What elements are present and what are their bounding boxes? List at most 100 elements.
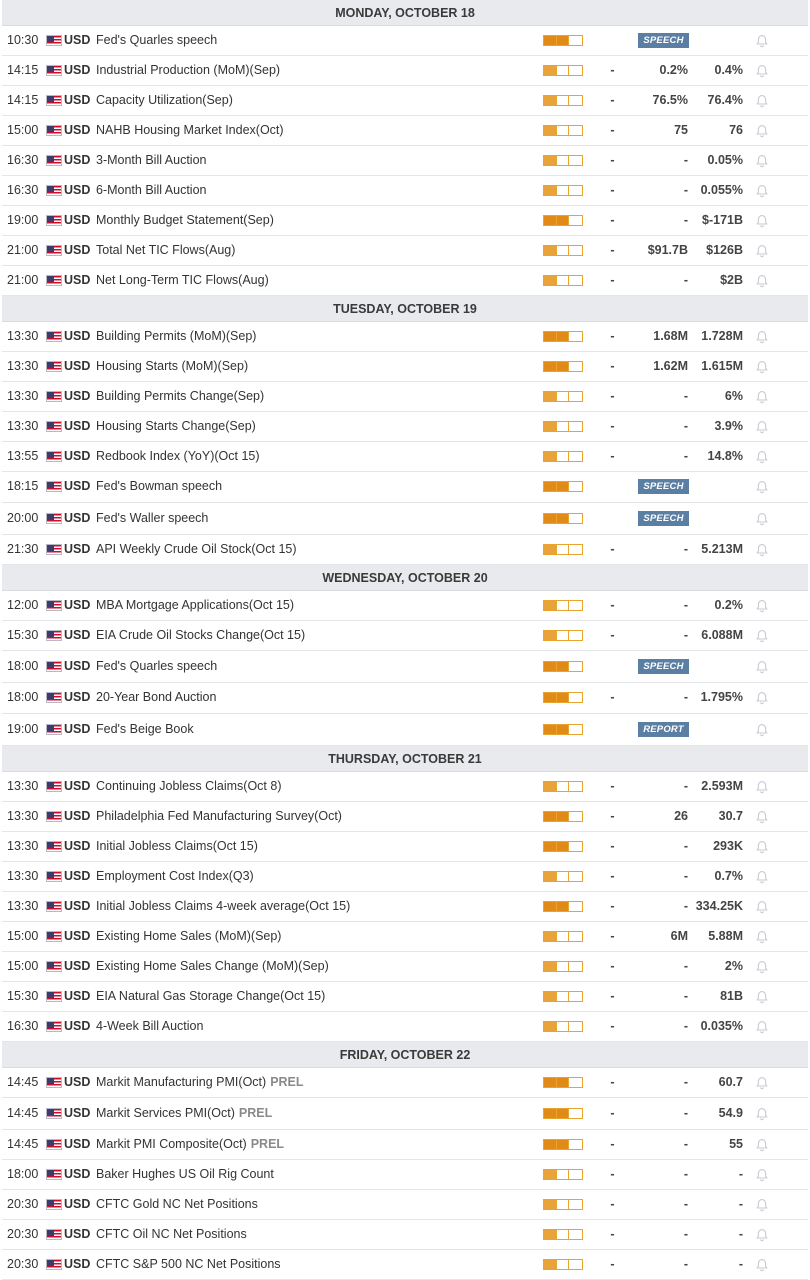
bell-icon[interactable] — [755, 840, 769, 854]
event-name[interactable]: Markit PMI Composite(Oct) PREL — [96, 1137, 284, 1151]
bell-icon[interactable] — [755, 900, 769, 914]
event-name[interactable]: API Weekly Crude Oil Stock(Oct 15) — [96, 542, 297, 556]
bell-icon[interactable] — [755, 723, 769, 737]
event-name[interactable]: Redbook Index (YoY)(Oct 15) — [96, 449, 260, 463]
event-row[interactable]: 13:30 USD Housing Starts (MoM)(Sep) - 1.62M 1… — [2, 352, 808, 382]
event-row[interactable]: 16:30 USD 6-Month Bill Auction - -0.055% — [2, 176, 808, 206]
bell-icon[interactable] — [755, 1076, 769, 1090]
event-row[interactable]: 14:15 USD Industrial Production (MoM)(Sep)… — [2, 56, 808, 86]
bell-icon[interactable] — [755, 450, 769, 464]
event-name[interactable]: CFTC S&P 500 NC Net Positions — [96, 1257, 281, 1271]
event-row[interactable]: 13:30 USD Philadelphia Fed Manufacturing S… — [2, 802, 808, 832]
bell-icon[interactable] — [755, 330, 769, 344]
event-name[interactable]: Fed's Waller speech — [96, 511, 208, 525]
bell-icon[interactable] — [755, 1168, 769, 1182]
event-row[interactable]: 15:00 USD Existing Home Sales Change (MoM)… — [2, 952, 808, 982]
event-row[interactable]: 20:30 USD CFTC Gold NC Net Positions - - - — [2, 1190, 808, 1220]
bell-icon[interactable] — [755, 124, 769, 138]
event-name[interactable]: 6-Month Bill Auction — [96, 183, 206, 197]
event-name[interactable]: Monthly Budget Statement(Sep) — [96, 213, 274, 227]
bell-icon[interactable] — [755, 930, 769, 944]
event-row[interactable]: 13:30 USD Employment Cost Index(Q3) - - 0.7% — [2, 862, 808, 892]
event-row[interactable]: 18:00 USD 20-Year Bond Auction - -1.795% — [2, 683, 808, 714]
event-name[interactable]: Initial Jobless Claims(Oct 15) — [96, 839, 258, 853]
bell-icon[interactable] — [755, 244, 769, 258]
event-name[interactable]: EIA Natural Gas Storage Change(Oct 15) — [96, 989, 325, 1003]
event-row[interactable]: 16:30 USD 4-Week Bill Auction - -0.035% — [2, 1012, 808, 1042]
event-name[interactable]: 20-Year Bond Auction — [96, 690, 216, 704]
event-name[interactable]: Initial Jobless Claims 4-week average(Oc… — [96, 899, 350, 913]
event-row[interactable]: 10:30 USD Fed's Quarles speech SPEECH — [2, 26, 808, 56]
bell-icon[interactable] — [755, 274, 769, 288]
event-name[interactable]: Fed's Beige Book — [96, 722, 194, 736]
bell-icon[interactable] — [755, 184, 769, 198]
bell-icon[interactable] — [755, 543, 769, 557]
event-row[interactable]: 14:15 USD Capacity Utilization(Sep) - 76.5% 7… — [2, 86, 808, 116]
event-name[interactable]: Markit Manufacturing PMI(Oct) PREL — [96, 1075, 304, 1089]
bell-icon[interactable] — [755, 34, 769, 48]
speech-badge[interactable]: SPEECH — [638, 479, 689, 494]
bell-icon[interactable] — [755, 94, 769, 108]
bell-icon[interactable] — [755, 420, 769, 434]
bell-icon[interactable] — [755, 599, 769, 613]
event-row[interactable]: 13:55 USD Redbook Index (YoY)(Oct 15) - - 14.… — [2, 442, 808, 472]
event-row[interactable]: 18:00 USD Fed's Quarles speech SPEECH — [2, 651, 808, 683]
bell-icon[interactable] — [755, 660, 769, 674]
bell-icon[interactable] — [755, 512, 769, 526]
event-row[interactable]: 13:30 USD Initial Jobless Claims 4-week av… — [2, 892, 808, 922]
bell-icon[interactable] — [755, 990, 769, 1004]
bell-icon[interactable] — [755, 960, 769, 974]
event-row[interactable]: 13:30 USD Building Permits (MoM)(Sep) - 1.68… — [2, 322, 808, 352]
event-row[interactable]: 14:45 USD Markit PMI Composite(Oct) PREL - - 5… — [2, 1130, 808, 1160]
event-name[interactable]: Fed's Bowman speech — [96, 479, 222, 493]
event-row[interactable]: 19:00 USD Fed's Beige Book REPORT — [2, 714, 808, 746]
event-row[interactable]: 13:30 USD Continuing Jobless Claims(Oct 8)… — [2, 772, 808, 802]
event-row[interactable]: 20:30 USD CFTC S&P 500 NC Net Positions - - - — [2, 1250, 808, 1280]
event-row[interactable]: 21:30 USD API Weekly Crude Oil Stock(Oct 1… — [2, 535, 808, 565]
event-row[interactable]: 21:00 USD Total Net TIC Flows(Aug) - $91.7B $… — [2, 236, 808, 266]
event-name[interactable]: Philadelphia Fed Manufacturing Survey(Oc… — [96, 809, 342, 823]
event-row[interactable]: 12:00 USD MBA Mortgage Applications(Oct 15… — [2, 591, 808, 621]
bell-icon[interactable] — [755, 360, 769, 374]
speech-badge[interactable]: SPEECH — [638, 33, 689, 48]
event-name[interactable]: Net Long-Term TIC Flows(Aug) — [96, 273, 269, 287]
bell-icon[interactable] — [755, 1107, 769, 1121]
event-name[interactable]: Markit Services PMI(Oct) PREL — [96, 1106, 272, 1120]
event-name[interactable]: Capacity Utilization(Sep) — [96, 93, 233, 107]
event-name[interactable]: MBA Mortgage Applications(Oct 15) — [96, 598, 294, 612]
event-name[interactable]: EIA Crude Oil Stocks Change(Oct 15) — [96, 628, 305, 642]
event-name[interactable]: Existing Home Sales Change (MoM)(Sep) — [96, 959, 329, 973]
event-row[interactable]: 18:15 USD Fed's Bowman speech SPEECH — [2, 472, 808, 503]
event-name[interactable]: Existing Home Sales (MoM)(Sep) — [96, 929, 281, 943]
event-name[interactable]: Continuing Jobless Claims(Oct 8) — [96, 779, 282, 793]
bell-icon[interactable] — [755, 154, 769, 168]
event-row[interactable]: 14:45 USD Markit Services PMI(Oct) PREL - - 54… — [2, 1098, 808, 1130]
event-name[interactable]: Industrial Production (MoM)(Sep) — [96, 63, 280, 77]
event-row[interactable]: 18:00 USD Baker Hughes US Oil Rig Count - - - — [2, 1160, 808, 1190]
event-name[interactable]: 4-Week Bill Auction — [96, 1019, 203, 1033]
event-name[interactable]: Employment Cost Index(Q3) — [96, 869, 254, 883]
event-name[interactable]: Baker Hughes US Oil Rig Count — [96, 1167, 274, 1181]
event-row[interactable]: 19:00 USD Monthly Budget Statement(Sep) - - $… — [2, 206, 808, 236]
event-name[interactable]: Building Permits Change(Sep) — [96, 389, 264, 403]
speech-badge[interactable]: SPEECH — [638, 511, 689, 526]
event-row[interactable]: 15:30 USD EIA Natural Gas Storage Change(O… — [2, 982, 808, 1012]
event-row[interactable]: 15:30 USD EIA Crude Oil Stocks Change(Oct … — [2, 621, 808, 651]
bell-icon[interactable] — [755, 810, 769, 824]
event-name[interactable]: Housing Starts Change(Sep) — [96, 419, 256, 433]
event-name[interactable]: Building Permits (MoM)(Sep) — [96, 329, 256, 343]
event-row[interactable]: 13:30 USD Housing Starts Change(Sep) - - 3.9% — [2, 412, 808, 442]
event-name[interactable]: 3-Month Bill Auction — [96, 153, 206, 167]
event-row[interactable]: 13:30 USD Initial Jobless Claims(Oct 15) - -… — [2, 832, 808, 862]
bell-icon[interactable] — [755, 1020, 769, 1034]
bell-icon[interactable] — [755, 870, 769, 884]
bell-icon[interactable] — [755, 1198, 769, 1212]
event-name[interactable]: Total Net TIC Flows(Aug) — [96, 243, 235, 257]
event-row[interactable]: 13:30 USD Building Permits Change(Sep) - - 6% — [2, 382, 808, 412]
bell-icon[interactable] — [755, 64, 769, 78]
event-name[interactable]: CFTC Oil NC Net Positions — [96, 1227, 247, 1241]
event-row[interactable]: 15:00 USD Existing Home Sales (MoM)(Sep) - 6… — [2, 922, 808, 952]
event-name[interactable]: Fed's Quarles speech — [96, 659, 217, 673]
bell-icon[interactable] — [755, 780, 769, 794]
event-name[interactable]: NAHB Housing Market Index(Oct) — [96, 123, 284, 137]
